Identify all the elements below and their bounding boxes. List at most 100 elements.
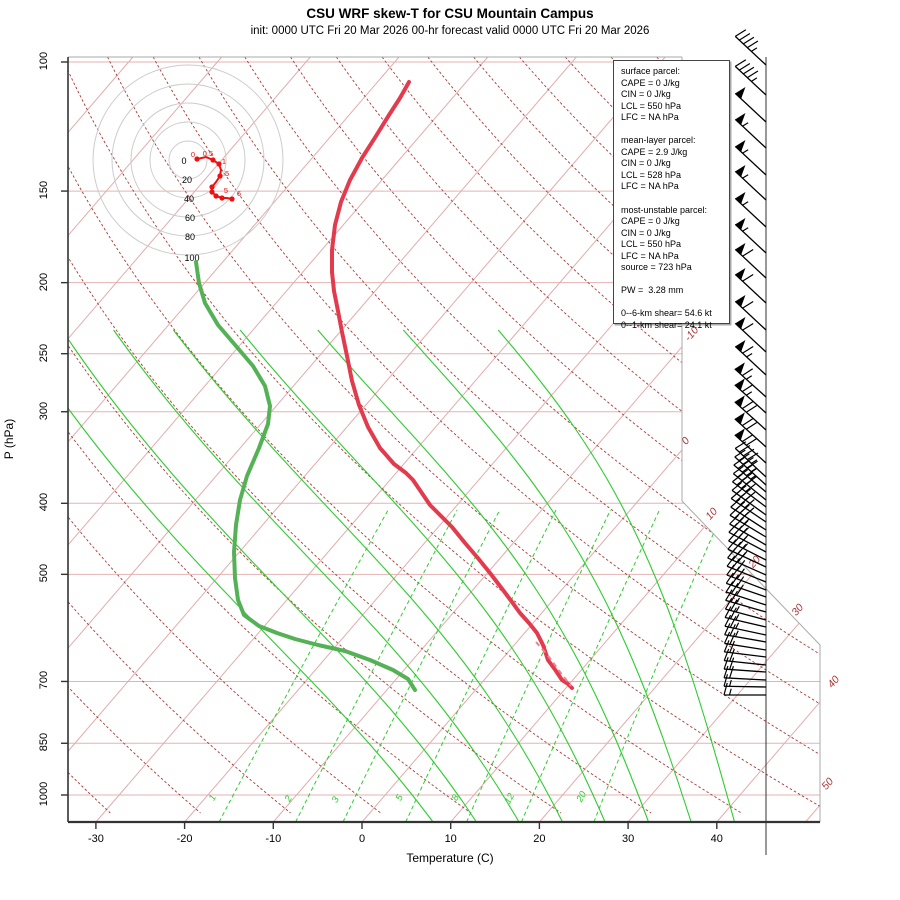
dry-adiabat-line — [68, 57, 820, 814]
mixing-ratio-line — [342, 509, 501, 822]
wind-barb — [734, 395, 767, 431]
hodograph-ring-label: 100 — [184, 253, 199, 263]
wind-barb — [734, 428, 767, 464]
temperature-tick-label: 30 — [621, 833, 635, 845]
hodograph-point — [209, 189, 215, 195]
mixing-ratio-line — [218, 509, 389, 822]
pressure-tick-label: 1000 — [38, 781, 50, 807]
wind-barb — [734, 316, 767, 353]
moist-adiabat-line — [402, 329, 692, 822]
hodograph: 0 20 40 60 80 100 0 0.5 1 1.5 5 6 — [92, 64, 284, 263]
moist-adiabat-line — [317, 329, 650, 822]
moist-adiabat-line — [172, 329, 563, 822]
mixing-ratio-label: 5 — [394, 792, 407, 802]
hodograph-ring — [149, 121, 227, 199]
wind-barb — [724, 614, 767, 636]
wind-barb — [725, 589, 767, 613]
parcel-info-line: most-unstable parcel: — [621, 204, 708, 215]
wind-barb — [723, 648, 767, 666]
hodograph-ring-label: 20 — [182, 175, 192, 185]
x-axis-label: Temperature (C) — [406, 851, 494, 865]
pressure-tick-label: 150 — [38, 180, 50, 200]
wind-barb — [723, 640, 767, 658]
hodograph-point — [213, 193, 219, 199]
wind-barb — [734, 29, 767, 66]
dry-adiabat-line — [68, 57, 472, 814]
temperature-tick-label: -10 — [265, 833, 282, 845]
dewpoint-trace — [194, 260, 417, 692]
parcel-info-line: CAPE = 0 J/kg — [621, 77, 680, 88]
parcel-info-line: source = 723 hPa — [621, 262, 692, 273]
parcel-info-line: LFC = NA hPa — [621, 250, 679, 261]
parcel-info-line — [621, 274, 729, 286]
mixing-ratio-label: 2 — [282, 793, 295, 804]
moist-adiabat-line — [68, 329, 477, 822]
temperature-tick-label: 10 — [444, 833, 457, 845]
hodograph-ring-label: 80 — [185, 232, 195, 242]
parcel-info-box: surface parcel: CAPE = 0 J/kg CIN = 0 J/kg… — [613, 60, 730, 330]
parcel-info-line: LCL = 550 hPa — [621, 239, 681, 250]
moist-adiabat-line — [239, 329, 606, 822]
isotherm-line — [68, 57, 222, 822]
dry-adiabat-line — [68, 57, 201, 814]
dry-adiabat-line — [152, 57, 820, 814]
parcel-info-line: LFC = NA hPa — [621, 181, 679, 192]
wind-barb — [727, 547, 767, 576]
hodograph-ring-label: 40 — [184, 194, 194, 204]
isotherm-line — [68, 57, 311, 822]
wind-barb — [725, 581, 767, 606]
isotherm-label: 0 — [679, 435, 692, 447]
hodograph-height-label: 1.5 — [219, 169, 229, 178]
hodograph-ring — [92, 64, 284, 256]
wind-barb — [730, 489, 767, 523]
isotherm-line — [184, 57, 820, 822]
isotherm-line — [68, 57, 577, 822]
hodograph-point — [219, 195, 225, 201]
wind-barb — [723, 631, 767, 651]
dry-adiabat-line — [335, 57, 820, 814]
moist-adiabat-line — [68, 329, 434, 822]
hodograph-ring-label: 60 — [185, 213, 195, 223]
wind-barb — [734, 294, 767, 331]
wind-barb — [731, 481, 767, 516]
parcel-info-line: 0--1-km shear= 24.1 kt — [621, 320, 712, 331]
hodograph-point — [217, 173, 223, 179]
isotherm-line — [68, 57, 489, 822]
temperature-tick-label: 20 — [533, 833, 546, 845]
parcel-info-line: PW = 3.28 mm — [621, 285, 684, 296]
wind-barb — [734, 112, 767, 149]
isotherm-label: 50 — [819, 776, 836, 793]
dry-adiabat-line — [107, 57, 820, 814]
dry-adiabat-line — [244, 57, 820, 814]
temperature-tick-label: -30 — [87, 833, 104, 845]
wind-barb — [726, 564, 767, 591]
isotherm-line — [68, 57, 400, 822]
dry-adiabat-line — [68, 57, 562, 814]
hodograph-point — [209, 184, 215, 190]
wind-barb — [723, 682, 766, 696]
wind-barb — [724, 598, 767, 621]
parcel-info-line: LFC = NA hPa — [621, 112, 679, 123]
parcel-info-line: LCL = 550 hPa — [621, 100, 681, 111]
moist-adiabat-line — [497, 329, 736, 822]
dry-adiabat-line — [747, 57, 820, 814]
mixing-ratio-label: 12 — [502, 791, 517, 806]
wind-barb — [723, 674, 767, 688]
temperature-tick-label: -20 — [176, 833, 193, 845]
dry-adiabat-line — [68, 57, 742, 814]
wind-barb — [725, 572, 767, 598]
pressure-tick-label: 300 — [38, 401, 50, 420]
pressure-tick-label: 500 — [38, 564, 50, 583]
parcel-info-line — [621, 124, 729, 136]
wind-barb — [734, 139, 767, 176]
pressure-tick-label: 400 — [38, 493, 50, 512]
page-subtitle: init: 0000 UTC Fri 20 Mar 2026 00-hr for… — [250, 25, 650, 37]
temperature-tick-label: 40 — [710, 833, 723, 845]
wind-barb — [734, 339, 767, 376]
hodograph-point — [216, 161, 222, 167]
wind-barb — [724, 606, 767, 628]
mixing-ratio-line — [466, 509, 611, 822]
temperature-tick-label: 0 — [358, 833, 366, 845]
parcel-info-line: mean-layer parcel: — [621, 135, 696, 146]
